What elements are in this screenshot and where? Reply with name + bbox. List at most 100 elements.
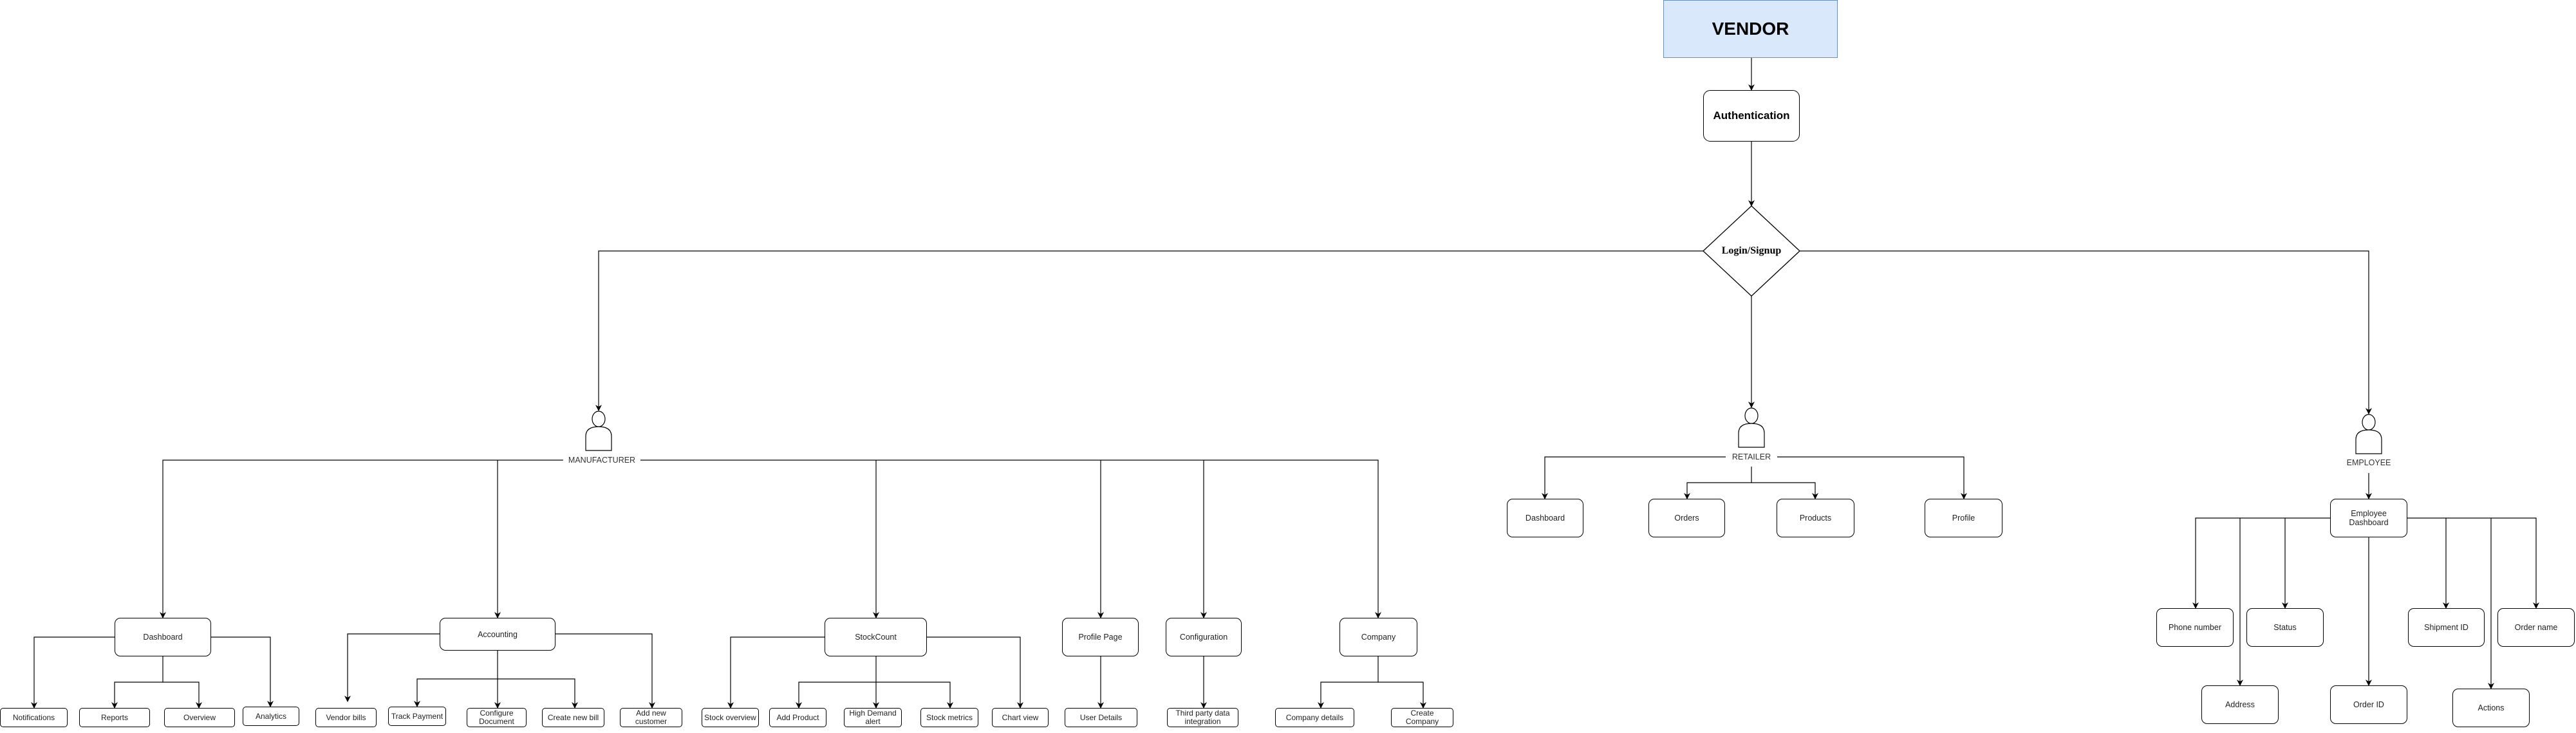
leaf-third-party: Third party data integration [1167, 708, 1238, 727]
leaf-create-company: Create Company [1391, 708, 1453, 727]
leaf-stock-metrics-label: Stock metrics [926, 712, 973, 722]
leaf-add-new-customer: Add new customer [620, 708, 682, 727]
employee-order-id: Order ID [2330, 685, 2407, 724]
employee-actions-label: Actions [2478, 703, 2505, 712]
retailer-profile-label: Profile [1952, 514, 1975, 523]
retailer-actor-icon [1738, 407, 1765, 448]
connector-arrow [1378, 682, 1426, 709]
manufacturer-configuration: Configuration [1166, 618, 1242, 656]
leaf-stock-overview-label: Stock overview [704, 712, 756, 722]
employee-actor-icon [2355, 414, 2382, 454]
employee-shipment-id: Shipment ID [2408, 608, 2485, 647]
leaf-reports-label: Reports [100, 712, 129, 722]
manufacturer-dashboard: Dashboard [115, 618, 211, 656]
employee-status: Status [2246, 608, 2324, 647]
connector-arrow [727, 636, 825, 709]
connector-arrow [637, 459, 1381, 618]
manufacturer-company-label: Company [1361, 633, 1396, 642]
employee-phone-number: Phone number [2156, 608, 2234, 647]
leaf-third-party-label: Third party data integration [1175, 709, 1230, 726]
leaf-configure-document: Configure Document [467, 708, 527, 727]
connector-arrow [1777, 456, 1967, 499]
connector-arrow [31, 636, 115, 709]
leaf-analytics: Analytics [243, 707, 299, 726]
employee-dashboard-label: Employee Dashboard [2349, 509, 2389, 527]
employee-order-name: Order name [2497, 608, 2575, 647]
connector-arrow [160, 459, 566, 618]
leaf-add-new-customer-label: Add new customer [635, 709, 667, 726]
connector-arrow [927, 636, 1023, 709]
leaf-notifications: Notifications [0, 708, 68, 727]
leaf-user-details-label: User Details [1079, 712, 1123, 722]
employee-actions: Actions [2452, 689, 2530, 727]
retailer-label: RETAILER [1726, 452, 1777, 461]
leaf-add-product-label: Add Product [776, 712, 819, 722]
connector-arrow [796, 682, 876, 709]
leaf-create-new-bill: Create new bill [542, 708, 604, 727]
leaf-overview-label: Overview [183, 712, 216, 722]
employee-order-name-label: Order name [2514, 623, 2558, 632]
leaf-configure-document-label: Configure Document [479, 709, 514, 726]
connector-arrow [163, 682, 202, 709]
retailer-products-label: Products [1799, 514, 1832, 523]
connector-arrow [1542, 456, 1726, 499]
leaf-high-demand-alert: High Demand alert [844, 708, 902, 727]
connector-arrow [876, 682, 953, 709]
manufacturer-configuration-label: Configuration [1179, 633, 1228, 642]
leaf-high-demand-alert-label: High Demand alert [849, 709, 897, 726]
leaf-company-details-label: Company details [1285, 712, 1344, 722]
employee-order-id-label: Order ID [2353, 700, 2384, 709]
manufacturer-label: MANUFACTURER [563, 456, 641, 465]
employee-address: Address [2201, 685, 2279, 724]
manufacturer-stockcount: StockCount [825, 618, 927, 656]
login-signup-label: Login/Signup [1721, 245, 1782, 256]
connector-arrow [1800, 250, 2372, 414]
manufacturer-accounting: Accounting [440, 618, 555, 651]
connector-arrow [555, 633, 655, 709]
leaf-overview: Overview [164, 708, 235, 727]
leaf-company-details: Company details [1275, 708, 1354, 727]
retailer-profile: Profile [1925, 499, 2002, 537]
retailer-orders: Orders [1648, 499, 1725, 537]
connector-arrow [2192, 517, 2330, 609]
connector-arrow [414, 678, 498, 707]
manufacturer-profile-page: Profile Page [1062, 618, 1139, 656]
employee-dashboard: Employee Dashboard [2330, 499, 2407, 537]
employee-label: EMPLOYEE [2341, 458, 2396, 467]
leaf-user-details: User Details [1065, 708, 1137, 727]
retailer-dashboard: Dashboard [1507, 499, 1583, 537]
employee-phone-number-label: Phone number [2168, 623, 2221, 632]
vendor-box-label: VENDOR [1712, 19, 1789, 39]
connector-arrow [2407, 517, 2539, 609]
retailer-orders-label: Orders [1674, 514, 1699, 523]
leaf-chart-view-label: Chart view [1002, 712, 1039, 722]
retailer-dashboard-label: Dashboard [1525, 514, 1565, 523]
manufacturer-profile-page-label: Profile Page [1078, 633, 1123, 642]
connector-arrow [1751, 482, 1818, 499]
leaf-chart-view: Chart view [992, 708, 1049, 727]
connector-arrow [595, 250, 1703, 411]
connector-arrow [498, 678, 578, 709]
vendor-box: VENDOR [1663, 0, 1838, 58]
leaf-analytics-label: Analytics [255, 711, 287, 721]
connector-arrow [1684, 467, 1752, 499]
employee-address-label: Address [2225, 700, 2255, 709]
connector-arrow [211, 636, 274, 707]
leaf-track-payment-label: Track Payment [391, 711, 443, 721]
employee-shipment-id-label: Shipment ID [2424, 623, 2469, 632]
manufacturer-actor-icon [585, 411, 612, 451]
manufacturer-company: Company [1339, 618, 1417, 656]
authentication-box-label: Authentication [1713, 109, 1790, 122]
leaf-stock-overview: Stock overview [702, 708, 759, 727]
employee-status-label: Status [2273, 623, 2297, 632]
connector-arrow [111, 656, 163, 709]
retailer-products: Products [1777, 499, 1854, 537]
leaf-track-payment: Track Payment [388, 707, 446, 726]
manufacturer-stockcount-label: StockCount [855, 633, 897, 642]
manufacturer-accounting-label: Accounting [478, 629, 518, 639]
leaf-vendor-bills: Vendor bills [315, 708, 377, 727]
authentication-box: Authentication [1703, 90, 1800, 142]
connector-arrow [1318, 656, 1379, 709]
